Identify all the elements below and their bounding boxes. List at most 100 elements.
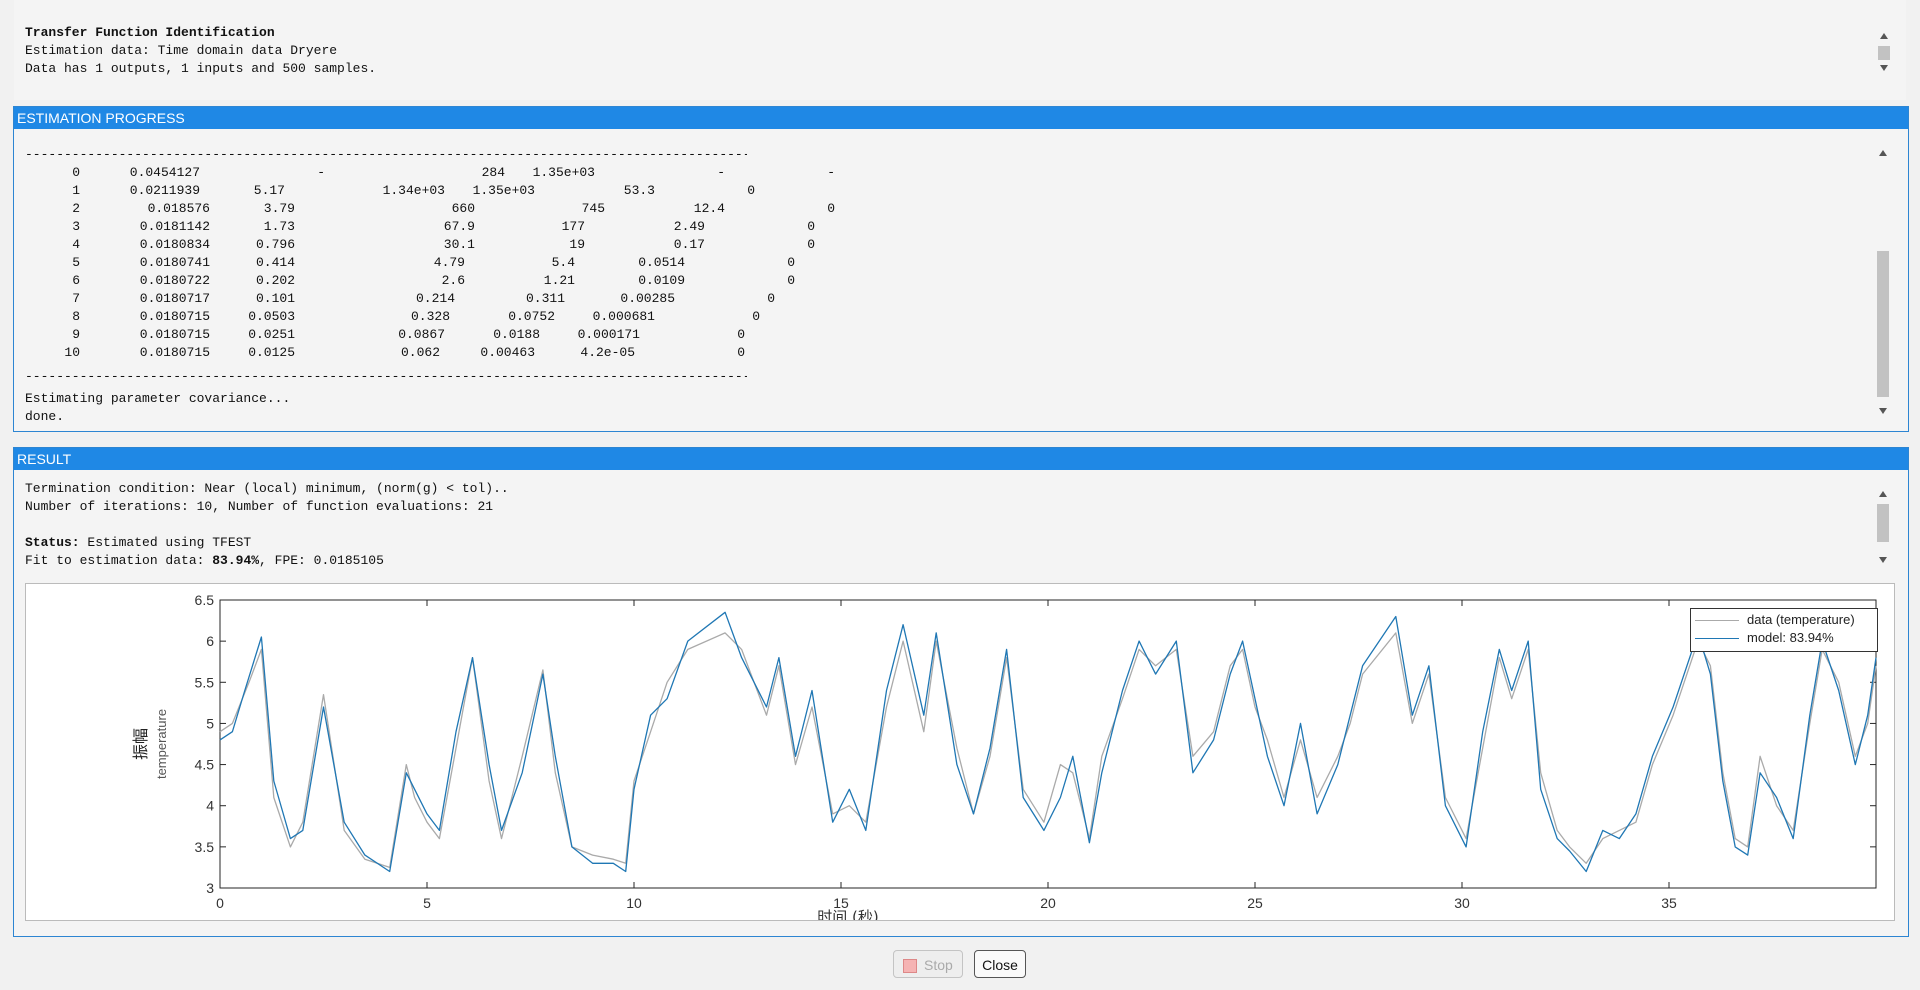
scroll-down-icon[interactable] xyxy=(1879,408,1887,414)
iteration-cell: 7 xyxy=(72,291,80,306)
info-text: Transfer Function Identification Estimat… xyxy=(25,24,376,78)
iteration-cell: 0.0180715 xyxy=(139,327,210,342)
iteration-cell: 2.6 xyxy=(441,273,465,288)
iteration-cell: 5 xyxy=(72,255,80,270)
iteration-cell: 0.00285 xyxy=(620,291,675,306)
iteration-cell: 0.17 xyxy=(673,237,705,252)
progress-scrollbar[interactable] xyxy=(1876,147,1890,417)
iteration-cell: 0 xyxy=(767,291,775,306)
result-scrollbar[interactable] xyxy=(1876,488,1890,566)
table-top-divider: ----------------------------------------… xyxy=(25,147,747,162)
iteration-cell: 2 xyxy=(72,201,80,216)
data-series-line xyxy=(219,632,1877,869)
iteration-cell: 4.79 xyxy=(433,255,465,270)
iteration-table: ----------------------------------------… xyxy=(25,137,1875,427)
close-button-label: Close xyxy=(982,957,1018,973)
iteration-cell: 1.35e+03 xyxy=(472,183,535,198)
iteration-cell: 0 xyxy=(787,273,795,288)
estimation-progress-title: ESTIMATION PROGRESS xyxy=(14,107,1908,129)
info-data-summary: Data has 1 outputs, 1 inputs and 500 sam… xyxy=(25,61,377,76)
iteration-cell: 0.062 xyxy=(400,345,440,360)
iteration-cell: 30.1 xyxy=(443,237,475,252)
iteration-cell: 0.0180834 xyxy=(139,237,210,252)
y-axis-label: temperature xyxy=(154,709,169,779)
plot-legend[interactable]: data (temperature) model: 83.94% xyxy=(1690,608,1878,652)
iteration-cell: 5.17 xyxy=(253,183,285,198)
fit-suffix: , FPE: 0.0185105 xyxy=(259,553,384,568)
iteration-cell: 0.0503 xyxy=(248,309,295,324)
iteration-cell: 0.0867 xyxy=(398,327,445,342)
legend-data-swatch xyxy=(1695,620,1739,621)
iteration-cell: 0 xyxy=(72,165,80,180)
iteration-cell: 4 xyxy=(72,237,80,252)
iteration-cell: 0 xyxy=(807,237,815,252)
iteration-cell: 0.000681 xyxy=(592,309,655,324)
iteration-cell: 0.000171 xyxy=(577,327,640,342)
iteration-cell: 0 xyxy=(787,255,795,270)
scroll-thumb[interactable] xyxy=(1878,46,1890,60)
iteration-cell: 0.0514 xyxy=(638,255,685,270)
iteration-cell: 0.796 xyxy=(255,237,295,252)
x-tick-label: 10 xyxy=(626,895,642,911)
iteration-cell: 19 xyxy=(569,237,585,252)
iteration-cell: 0.101 xyxy=(255,291,295,306)
scroll-down-icon[interactable] xyxy=(1879,557,1887,563)
scroll-up-icon[interactable] xyxy=(1880,33,1888,39)
iteration-cell: 0.0211939 xyxy=(129,183,200,198)
close-button[interactable]: Close xyxy=(974,950,1026,978)
info-scrollbar[interactable] xyxy=(1877,30,1891,74)
iteration-cell: 0.202 xyxy=(255,273,295,288)
info-estimation-data: Estimation data: Time domain data Dryere xyxy=(25,43,338,58)
iteration-cell: 8 xyxy=(72,309,80,324)
iteration-cell: 0.0180715 xyxy=(139,309,210,324)
iteration-cell: 0.0251 xyxy=(248,327,295,342)
stop-button-label: Stop xyxy=(924,957,953,973)
iteration-cell: 5.4 xyxy=(551,255,575,270)
info-header-area: Transfer Function Identification Estimat… xyxy=(14,0,1906,100)
iteration-cell: 284 xyxy=(481,165,505,180)
y-tick-label: 5.5 xyxy=(195,674,215,690)
fit-plot[interactable]: 0 5 10 15 20 25 30 35 3 3.5 4 4.5 5 5.5 6 6.5 振幅 temperat… xyxy=(26,584,1894,926)
iteration-cell: 10 xyxy=(64,345,80,360)
iteration-cell: 0 xyxy=(737,327,745,342)
iteration-cell: 0.214 xyxy=(415,291,455,306)
y-tick-label: 3.5 xyxy=(195,839,215,855)
iteration-cell: 0.00463 xyxy=(480,345,535,360)
x-tick-label: 5 xyxy=(423,895,431,911)
iteration-cell: 4.2e-05 xyxy=(580,345,635,360)
iteration-cell: 0.0180741 xyxy=(139,255,210,270)
iteration-cell: 12.4 xyxy=(693,201,725,216)
status-value: Estimated using TFEST xyxy=(79,535,252,550)
model-series-line xyxy=(219,611,1877,873)
iteration-cell: 0.311 xyxy=(525,291,565,306)
iteration-count: Number of iterations: 10, Number of func… xyxy=(25,499,494,514)
iteration-cell: 6 xyxy=(72,273,80,288)
iteration-cell: - xyxy=(317,165,325,180)
x-tick-label: 25 xyxy=(1247,895,1263,911)
x-tick-label: 15 xyxy=(833,895,849,911)
x-tick-label: 20 xyxy=(1040,895,1056,911)
x-tick-label: 30 xyxy=(1454,895,1470,911)
iteration-cell: 0.414 xyxy=(255,255,295,270)
iteration-cell: 1.34e+03 xyxy=(382,183,445,198)
status-label: Status: xyxy=(25,535,80,550)
covariance-status: Estimating parameter covariance... xyxy=(25,391,291,406)
iteration-cell: 3.79 xyxy=(263,201,295,216)
iteration-cell: 660 xyxy=(451,201,475,216)
iteration-cell: 9 xyxy=(72,327,80,342)
scroll-thumb[interactable] xyxy=(1877,251,1889,397)
iteration-cell: 1.35e+03 xyxy=(532,165,595,180)
info-title: Transfer Function Identification xyxy=(25,25,275,40)
scroll-up-icon[interactable] xyxy=(1879,491,1887,497)
iteration-cell: 177 xyxy=(561,219,585,234)
iteration-cell: 0.0180715 xyxy=(139,345,210,360)
iteration-cell: 1 xyxy=(72,183,80,198)
scroll-up-icon[interactable] xyxy=(1879,150,1887,156)
scroll-down-icon[interactable] xyxy=(1880,65,1888,71)
iteration-cell: 0 xyxy=(752,309,760,324)
x-tick-label: 0 xyxy=(216,895,224,911)
scroll-thumb[interactable] xyxy=(1877,504,1889,542)
iteration-cell: 67.9 xyxy=(443,219,475,234)
fit-prefix: Fit to estimation data: xyxy=(25,553,213,568)
done-status: done. xyxy=(25,409,65,424)
